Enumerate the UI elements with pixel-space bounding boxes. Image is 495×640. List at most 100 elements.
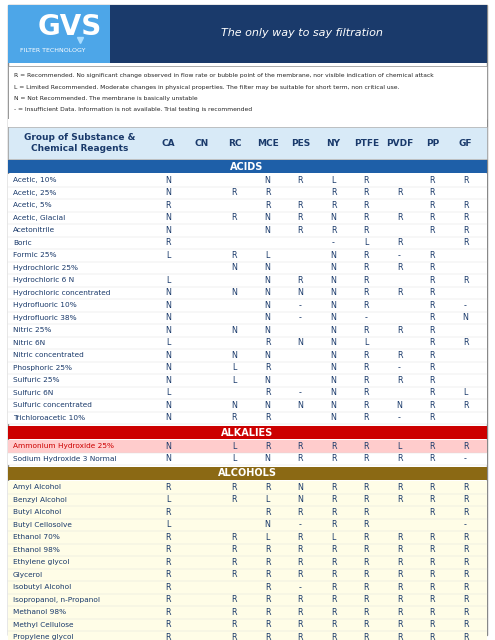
Text: N: N [264, 301, 270, 310]
Text: PVDF: PVDF [386, 138, 413, 147]
FancyBboxPatch shape [8, 556, 487, 568]
Text: Acetic, 5%: Acetic, 5% [13, 202, 51, 208]
FancyBboxPatch shape [8, 399, 487, 412]
Text: -: - [332, 238, 335, 247]
Text: -: - [299, 313, 302, 323]
Text: N = Not Recommended. The membrane is basically unstable: N = Not Recommended. The membrane is bas… [14, 96, 198, 101]
Text: R: R [331, 545, 336, 554]
Text: L: L [265, 251, 270, 260]
Text: R: R [430, 557, 435, 567]
Text: R: R [364, 213, 369, 222]
Text: L: L [265, 495, 270, 504]
Text: Trichloroacetic 10%: Trichloroacetic 10% [13, 415, 85, 420]
Text: Propylene glycol: Propylene glycol [13, 634, 74, 640]
FancyBboxPatch shape [8, 199, 487, 211]
Text: R: R [265, 483, 270, 492]
Text: R: R [298, 508, 303, 516]
Text: R: R [463, 532, 468, 541]
Text: N: N [331, 288, 337, 297]
Text: L: L [364, 339, 369, 348]
Text: R: R [430, 313, 435, 323]
Text: Ethylene glycol: Ethylene glycol [13, 559, 69, 565]
Text: N: N [165, 313, 171, 323]
Text: Butyl Alcohol: Butyl Alcohol [13, 509, 61, 515]
Text: Sulfuric concentrated: Sulfuric concentrated [13, 403, 92, 408]
Text: R: R [463, 339, 468, 348]
Text: R: R [430, 595, 435, 604]
Text: R: R [364, 483, 369, 492]
FancyBboxPatch shape [8, 374, 487, 387]
Text: N: N [264, 351, 270, 360]
Text: -: - [398, 413, 401, 422]
Text: R: R [430, 376, 435, 385]
Text: R: R [463, 213, 468, 222]
Text: N: N [264, 326, 270, 335]
Text: ALKALIES: ALKALIES [221, 428, 273, 438]
Text: R: R [298, 201, 303, 210]
Text: N: N [331, 251, 337, 260]
Text: R: R [364, 413, 369, 422]
Text: CN: CN [195, 138, 208, 147]
Text: N: N [165, 376, 171, 385]
FancyBboxPatch shape [8, 119, 487, 127]
Text: -: - [299, 388, 302, 397]
Text: N: N [297, 483, 303, 492]
Text: Acetic, 25%: Acetic, 25% [13, 189, 56, 196]
Text: R: R [298, 595, 303, 604]
FancyBboxPatch shape [8, 481, 487, 493]
Text: R: R [430, 454, 435, 463]
Text: R: R [364, 326, 369, 335]
Text: Amyl Alcohol: Amyl Alcohol [13, 484, 61, 490]
Text: R: R [364, 276, 369, 285]
Text: R: R [166, 620, 171, 629]
Text: R: R [166, 557, 171, 567]
Text: R: R [364, 508, 369, 516]
Text: L: L [166, 520, 171, 529]
Text: R: R [364, 545, 369, 554]
Text: R: R [232, 495, 237, 504]
Text: Glycerol: Glycerol [13, 572, 43, 578]
Text: R: R [463, 508, 468, 516]
Text: R: R [364, 401, 369, 410]
Text: Benzyl Alcohol: Benzyl Alcohol [13, 497, 67, 503]
Text: RC: RC [228, 138, 241, 147]
FancyBboxPatch shape [110, 5, 120, 63]
Text: N: N [331, 213, 337, 222]
FancyBboxPatch shape [8, 160, 487, 173]
Text: N: N [331, 326, 337, 335]
Text: N: N [331, 339, 337, 348]
Text: R: R [166, 570, 171, 579]
Text: R: R [364, 376, 369, 385]
FancyBboxPatch shape [118, 5, 487, 63]
Text: Acetonitrile: Acetonitrile [13, 227, 55, 233]
Text: R: R [265, 188, 270, 197]
Text: R: R [298, 213, 303, 222]
FancyBboxPatch shape [8, 506, 487, 518]
FancyBboxPatch shape [8, 5, 487, 635]
Text: N: N [165, 176, 171, 185]
FancyBboxPatch shape [8, 237, 487, 249]
Text: R: R [430, 442, 435, 451]
Text: R: R [397, 495, 402, 504]
Text: N: N [232, 401, 238, 410]
Text: N: N [165, 188, 171, 197]
Text: R: R [298, 226, 303, 235]
Text: Ethanol 70%: Ethanol 70% [13, 534, 60, 540]
FancyBboxPatch shape [8, 518, 487, 531]
FancyBboxPatch shape [8, 543, 487, 556]
Text: R: R [364, 263, 369, 272]
Text: N: N [331, 301, 337, 310]
Text: R: R [298, 454, 303, 463]
Text: R: R [463, 483, 468, 492]
Text: R: R [364, 301, 369, 310]
FancyBboxPatch shape [8, 127, 487, 159]
Text: N: N [264, 288, 270, 297]
Text: R: R [463, 583, 468, 592]
Text: Hydrochloric 25%: Hydrochloric 25% [13, 265, 78, 271]
Text: R: R [232, 545, 237, 554]
Text: GF: GF [459, 138, 472, 147]
Text: R: R [298, 557, 303, 567]
Text: R: R [463, 620, 468, 629]
Text: Hydrofluoric 38%: Hydrofluoric 38% [13, 315, 77, 321]
Text: R: R [265, 608, 270, 617]
